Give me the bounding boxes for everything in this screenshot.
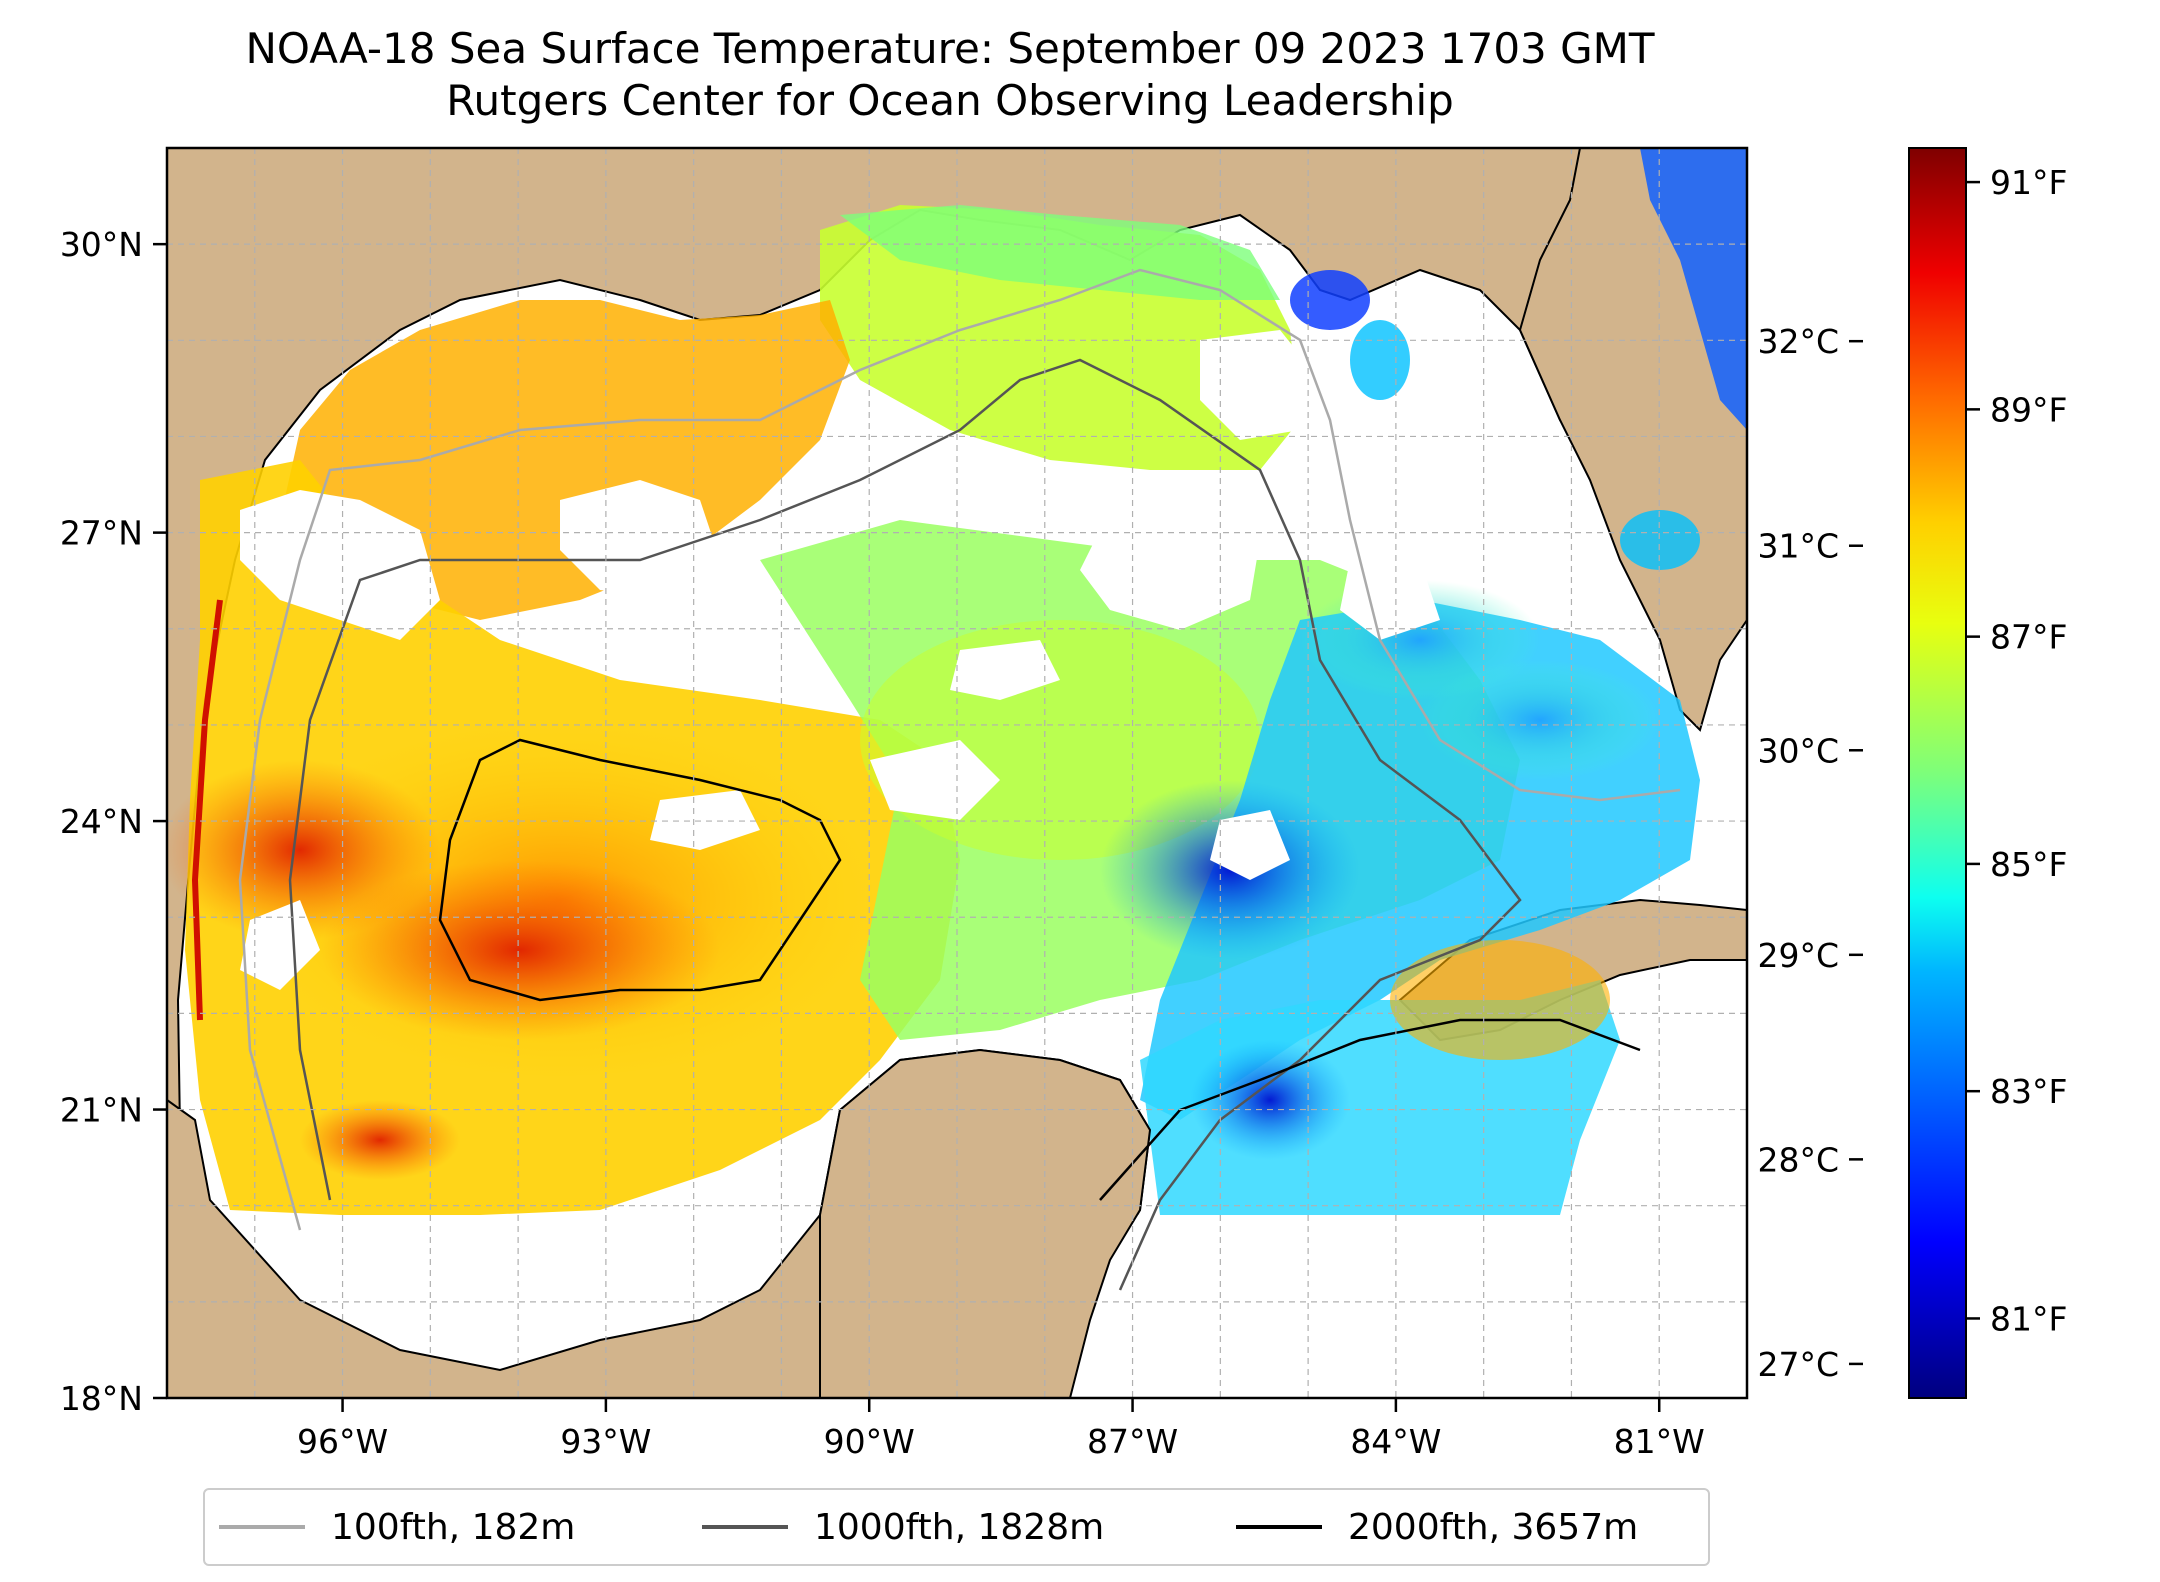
colorbar-c-label: 29°C bbox=[1757, 936, 1839, 975]
lat-tick-label: 18°N bbox=[60, 1379, 143, 1418]
legend-line-100fth bbox=[219, 1525, 305, 1529]
legend-item-2000fth: 2000fth, 3657m bbox=[1236, 1490, 1638, 1564]
lon-tick-label: 87°W bbox=[1087, 1422, 1178, 1461]
colorbar-c-label: 31°C bbox=[1757, 527, 1839, 566]
colorbar bbox=[1908, 147, 1967, 1399]
lon-tick-label: 93°W bbox=[560, 1422, 651, 1461]
legend-label-1000fth: 1000fth, 1828m bbox=[814, 1506, 1105, 1548]
legend-label-100fth: 100fth, 182m bbox=[331, 1506, 576, 1548]
colorbar-f-label: 89°F bbox=[1990, 390, 2067, 429]
lon-tick-label: 90°W bbox=[824, 1422, 915, 1461]
isobath-legend: 100fth, 182m 1000fth, 1828m 2000fth, 365… bbox=[203, 1488, 1710, 1566]
lat-tick-label: 24°N bbox=[60, 802, 143, 841]
lon-tick-label: 81°W bbox=[1614, 1422, 1705, 1461]
lat-tick-label: 21°N bbox=[60, 1091, 143, 1130]
colorbar-f-label: 83°F bbox=[1990, 1072, 2067, 1111]
legend-line-2000fth bbox=[1236, 1525, 1322, 1529]
isobath-100fth bbox=[238, 268, 1681, 1231]
chart-title: NOAA-18 Sea Surface Temperature: Septemb… bbox=[245, 24, 1655, 73]
map-frame bbox=[165, 146, 1749, 1400]
colorbar-ticks: 81°F 83°F 85°F 87°F 89°F 91°F 27°C 28°C 29°C 30°C… bbox=[1757, 163, 2067, 1384]
colorbar-f-label: 85°F bbox=[1990, 845, 2067, 884]
chart-subtitle: Rutgers Center for Ocean Observing Leade… bbox=[446, 76, 1454, 125]
colorbar-f-label: 91°F bbox=[1990, 163, 2067, 202]
map-content bbox=[167, 148, 1747, 1398]
map-axes: 96°W 93°W 90°W 87°W 84°W 81°W 18°N 21°N 24°N 27°N… bbox=[60, 225, 1705, 1461]
legend-item-100fth: 100fth, 182m bbox=[219, 1490, 575, 1564]
isobath-1000fth bbox=[288, 358, 1522, 1291]
colorbar-f-label: 87°F bbox=[1990, 618, 2067, 657]
colorbar-c-label: 30°C bbox=[1757, 731, 1839, 770]
colorbar-c-label: 28°C bbox=[1757, 1140, 1839, 1179]
colorbar-f-label: 81°F bbox=[1990, 1299, 2067, 1338]
lon-tick-label: 96°W bbox=[297, 1422, 388, 1461]
colorbar-c-label: 27°C bbox=[1757, 1345, 1839, 1384]
lat-tick-label: 30°N bbox=[60, 225, 143, 264]
colorbar-c-label: 32°C bbox=[1757, 322, 1839, 361]
legend-line-1000fth bbox=[702, 1525, 788, 1529]
isobath-2000fth bbox=[438, 738, 842, 1002]
legend-label-2000fth: 2000fth, 3657m bbox=[1348, 1506, 1639, 1548]
lat-tick-label: 27°N bbox=[60, 514, 143, 553]
lon-tick-label: 84°W bbox=[1350, 1422, 1441, 1461]
legend-item-1000fth: 1000fth, 1828m bbox=[702, 1490, 1104, 1564]
